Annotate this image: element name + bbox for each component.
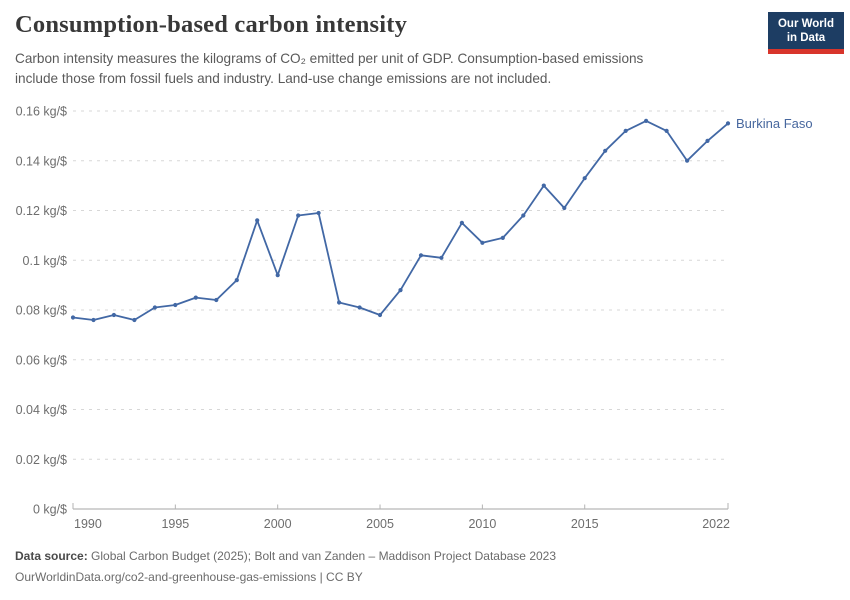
data-point <box>316 210 321 216</box>
data-point <box>234 278 239 283</box>
x-tick-label: 2005 <box>366 517 394 531</box>
data-point <box>725 121 731 126</box>
data-point <box>132 317 137 323</box>
data-point <box>459 220 464 225</box>
x-tick-label: 2000 <box>264 517 292 531</box>
x-tick-label: 2015 <box>571 517 599 531</box>
data-point <box>603 148 608 153</box>
data-point <box>541 183 546 188</box>
y-tick-label: 0.14 kg/$ <box>16 154 67 168</box>
data-point <box>296 213 301 218</box>
owid-logo: Our World in Data <box>768 12 844 54</box>
data-point <box>480 240 485 245</box>
x-tick-label: 1995 <box>161 517 189 531</box>
data-point <box>214 297 219 303</box>
data-point <box>275 273 280 278</box>
data-point <box>193 295 198 300</box>
data-point <box>377 312 383 318</box>
y-tick-label: 0.16 kg/$ <box>16 105 67 119</box>
data-point <box>644 118 649 123</box>
y-tick-label: 0.02 kg/$ <box>16 453 67 467</box>
y-tick-label: 0.08 kg/$ <box>16 304 67 318</box>
chart-footer: Data source: Global Carbon Budget (2025)… <box>15 546 556 588</box>
subtitle-line-1: Carbon intensity measures the kilograms … <box>15 51 644 66</box>
chart-subtitle: Carbon intensity measures the kilograms … <box>15 49 643 89</box>
y-tick-label: 0.1 kg/$ <box>23 254 68 268</box>
data-point <box>521 213 526 218</box>
owid-logo-line-2: in Data <box>786 32 826 44</box>
data-point <box>70 315 76 320</box>
data-point <box>500 235 505 240</box>
license-line: OurWorldinData.org/co2-and-greenhouse-ga… <box>15 570 363 584</box>
data-point <box>111 312 116 318</box>
data-point <box>685 158 690 163</box>
data-point <box>255 218 260 223</box>
x-tick-label: 2010 <box>468 517 496 531</box>
y-tick-label: 0 kg/$ <box>33 503 67 517</box>
page-title: Consumption-based carbon intensity <box>15 11 408 38</box>
series-label: Burkina Faso <box>736 116 813 131</box>
data-point <box>705 138 710 143</box>
y-tick-label: 0.06 kg/$ <box>16 353 67 367</box>
data-point <box>623 128 628 133</box>
data-point <box>173 302 178 308</box>
x-tick-label: 2022 <box>702 517 730 531</box>
data-point <box>664 128 669 133</box>
data-point <box>418 253 424 258</box>
data-point <box>582 176 587 181</box>
data-point <box>337 300 342 305</box>
data-point <box>398 288 403 293</box>
data-point <box>357 305 362 310</box>
y-tick-label: 0.12 kg/$ <box>16 204 67 218</box>
x-tick-label: 1990 <box>74 517 102 531</box>
data-point <box>562 205 567 211</box>
subtitle-line-2: include those from fossil fuels and indu… <box>15 71 552 86</box>
data-source-text: Global Carbon Budget (2025); Bolt and va… <box>87 549 557 563</box>
data-point <box>152 305 157 310</box>
data-point <box>439 255 444 260</box>
data-source-line: Data source: Global Carbon Budget (2025)… <box>15 549 556 563</box>
data-point <box>91 317 96 323</box>
data-source-label: Data source: <box>15 549 88 563</box>
owid-logo-line-1: Our World <box>777 18 834 30</box>
y-tick-label: 0.04 kg/$ <box>16 403 67 417</box>
